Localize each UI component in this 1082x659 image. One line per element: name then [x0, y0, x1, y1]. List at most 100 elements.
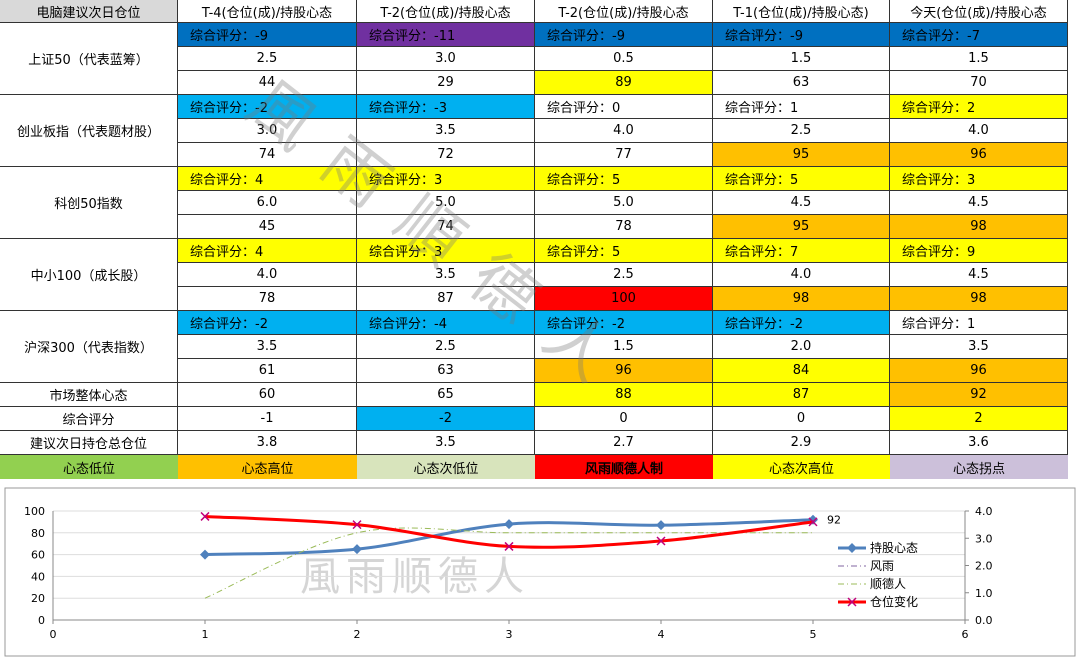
row-label: 中小100（成长股）	[0, 239, 178, 311]
value-cell: 96	[535, 359, 713, 383]
row-label: 创业板指（代表题材股）	[0, 95, 178, 167]
value-cell: 78	[178, 287, 357, 311]
y2-tick-label: 2.0	[975, 560, 993, 573]
score-cell: 综合评分：0	[535, 95, 713, 119]
value-cell: 95	[713, 215, 890, 239]
value-cell: 2.5	[713, 119, 890, 143]
score-cell: 综合评分：-2	[535, 311, 713, 335]
score-cell: 综合评分：9	[890, 239, 1068, 263]
header-cell: T-1(仓位(成)/持股心态)	[713, 0, 890, 23]
score-cell: 综合评分：-7	[890, 23, 1068, 47]
y2-tick-label: 0.0	[975, 614, 993, 627]
row-label: 上证50（代表蓝筹）	[0, 23, 178, 95]
value-cell: 29	[357, 71, 535, 95]
marker	[352, 520, 362, 530]
score-cell: 综合评分：-9	[713, 23, 890, 47]
score-cell: 综合评分：3	[357, 239, 535, 263]
score-cell: 综合评分：3	[890, 167, 1068, 191]
legend-cell: 心态低位	[0, 455, 178, 479]
value-cell: 3.5	[178, 335, 357, 359]
header-cell: T-2(仓位(成)/持股心态	[357, 0, 535, 23]
value-cell: 0	[535, 407, 713, 431]
score-cell: 综合评分：5	[535, 239, 713, 263]
value-cell: 98	[713, 287, 890, 311]
legend-label: 顺德人	[870, 576, 906, 591]
legend-cell: 风雨顺德人制	[535, 455, 713, 479]
value-cell: 2.5	[178, 47, 357, 71]
value-cell: 72	[357, 143, 535, 167]
value-cell: 5.0	[535, 191, 713, 215]
score-cell: 综合评分：4	[178, 167, 357, 191]
score-cell: 综合评分：-9	[535, 23, 713, 47]
value-cell: 77	[535, 143, 713, 167]
value-cell: 4.0	[535, 119, 713, 143]
x-tick-label: 3	[506, 628, 513, 641]
value-cell: 4.5	[890, 263, 1068, 287]
value-cell: 4.0	[713, 263, 890, 287]
value-cell: 5.0	[357, 191, 535, 215]
value-cell: 3.0	[357, 47, 535, 71]
score-cell: 综合评分：5	[713, 167, 890, 191]
value-cell: 2.7	[535, 431, 713, 455]
score-cell: 综合评分：7	[713, 239, 890, 263]
header-cell: 电脑建议次日仓位	[0, 0, 178, 23]
x-tick-label: 2	[354, 628, 361, 641]
score-cell: 综合评分：2	[890, 95, 1068, 119]
series-line	[204, 527, 813, 599]
value-cell: 78	[535, 215, 713, 239]
value-cell: 1.5	[713, 47, 890, 71]
marker	[200, 511, 210, 521]
value-cell: 4.5	[713, 191, 890, 215]
value-cell: 87	[713, 383, 890, 407]
value-cell: 3.6	[890, 431, 1068, 455]
legend-marker	[847, 597, 857, 607]
value-cell: 84	[713, 359, 890, 383]
header-cell: 今天(仓位(成)/持股心态	[890, 0, 1068, 23]
row-label: 建议次日持仓总仓位	[0, 431, 178, 455]
marker	[656, 536, 666, 546]
value-cell: 4.0	[890, 119, 1068, 143]
value-cell: 6.0	[178, 191, 357, 215]
data-label: 92	[827, 514, 841, 527]
x-tick-label: 6	[962, 628, 969, 641]
value-cell: 65	[357, 383, 535, 407]
legend-label: 持股心态	[870, 540, 918, 555]
score-cell: 综合评分：-2	[713, 311, 890, 335]
value-cell: 63	[713, 71, 890, 95]
chart-watermark: 風雨顺德人	[300, 554, 530, 600]
value-cell: 70	[890, 71, 1068, 95]
value-cell: 3.5	[357, 119, 535, 143]
y2-tick-label: 1.0	[975, 587, 993, 600]
value-cell: 60	[178, 383, 357, 407]
legend-label: 仓位变化	[870, 594, 918, 609]
value-cell: 3.0	[178, 119, 357, 143]
value-cell: 96	[890, 359, 1068, 383]
row-label: 综合评分	[0, 407, 178, 431]
chart-frame	[4, 487, 1076, 657]
y-tick-label: 80	[31, 527, 45, 540]
value-cell: 2.9	[713, 431, 890, 455]
value-cell: 4.5	[890, 191, 1068, 215]
legend-marker	[847, 543, 857, 553]
marker	[808, 517, 818, 527]
value-cell: 2.5	[357, 335, 535, 359]
legend-cell: 心态拐点	[890, 455, 1068, 479]
value-cell: 1.5	[890, 47, 1068, 71]
y-tick-label: 0	[38, 614, 45, 627]
y2-tick-label: 3.0	[975, 532, 993, 545]
y2-tick-label: 4.0	[975, 505, 993, 518]
value-cell: 74	[357, 215, 535, 239]
value-cell: 63	[357, 359, 535, 383]
y-tick-label: 40	[31, 570, 45, 583]
value-cell: 0	[713, 407, 890, 431]
value-cell: 0.5	[535, 47, 713, 71]
x-tick-label: 0	[50, 628, 57, 641]
x-tick-label: 5	[810, 628, 817, 641]
score-cell: 综合评分：4	[178, 239, 357, 263]
value-cell: 87	[357, 287, 535, 311]
value-cell: 98	[890, 215, 1068, 239]
marker	[504, 541, 514, 551]
value-cell: 44	[178, 71, 357, 95]
marker	[200, 549, 210, 560]
value-cell: 88	[535, 383, 713, 407]
